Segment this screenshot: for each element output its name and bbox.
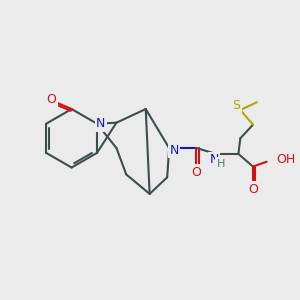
Text: H: H	[217, 159, 225, 169]
Text: O: O	[248, 182, 258, 196]
Text: O: O	[46, 93, 56, 106]
Text: N: N	[209, 153, 219, 166]
Text: O: O	[191, 166, 201, 179]
Text: N: N	[169, 143, 179, 157]
Text: OH: OH	[276, 153, 296, 166]
Text: S: S	[232, 99, 240, 112]
Text: N: N	[96, 117, 106, 130]
